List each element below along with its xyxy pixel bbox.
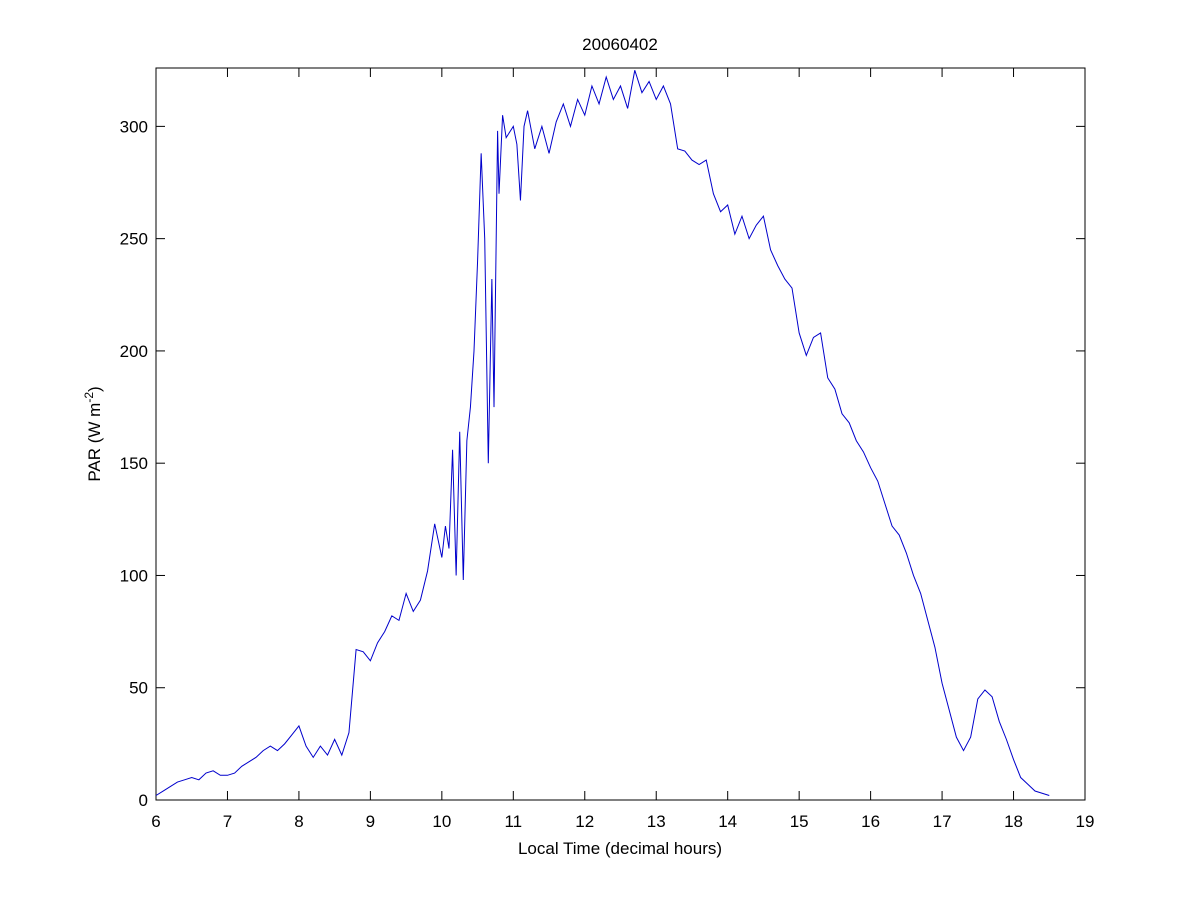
y-tick-label: 300 [120,117,148,136]
x-tick-label: 14 [718,812,737,831]
x-axis-label: Local Time (decimal hours) [518,839,722,858]
x-tick-label: 10 [432,812,451,831]
x-tick-label: 18 [1004,812,1023,831]
x-tick-label: 19 [1076,812,1095,831]
x-tick-label: 9 [366,812,375,831]
y-tick-label: 0 [139,791,148,810]
x-tick-label: 17 [933,812,952,831]
chart-title: 20060402 [582,35,658,54]
y-axis-label-sup: -2 [82,392,96,403]
y-axis-label-text: PAR (W m [85,403,104,482]
data-line [155,70,1050,796]
x-tick-label: 8 [294,812,303,831]
y-tick-label: 50 [129,679,148,698]
y-axis-label-end: ) [85,386,104,392]
y-axis-label: PAR (W m-2) [82,386,104,481]
x-tick-label: 6 [151,812,160,831]
y-tick-label: 100 [120,566,148,585]
x-tick-label: 11 [504,812,522,831]
x-tick-label: 13 [647,812,666,831]
y-tick-label: 250 [120,230,148,249]
y-tick-label: 150 [120,454,148,473]
plot-area [155,67,1086,801]
x-tick-label: 12 [575,812,594,831]
y-tick-label: 200 [120,342,148,361]
x-tick-label: 7 [223,812,232,831]
x-tick-label: 16 [861,812,880,831]
x-tick-label: 15 [790,812,809,831]
